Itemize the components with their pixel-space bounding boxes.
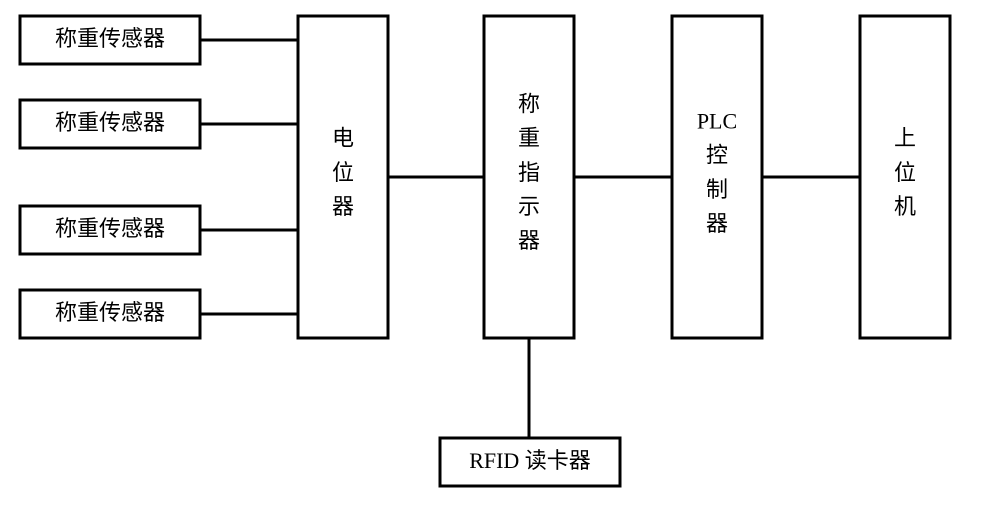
label-host: 上位机 <box>894 126 916 219</box>
label-sensor1: 称重传感器 <box>55 26 165 51</box>
node-sensor2: 称重传感器 <box>20 100 200 148</box>
label-pot: 电位器 <box>332 126 354 219</box>
node-sensor3: 称重传感器 <box>20 206 200 254</box>
label-sensor4: 称重传感器 <box>55 300 165 325</box>
label-rfid: RFID 读卡器 <box>469 448 591 473</box>
label-sensor2: 称重传感器 <box>55 110 165 135</box>
node-host: 上位机 <box>860 16 950 338</box>
label-indic: 称重指示器 <box>518 92 540 253</box>
node-sensor4: 称重传感器 <box>20 290 200 338</box>
node-rfid: RFID 读卡器 <box>440 438 620 486</box>
node-sensor1: 称重传感器 <box>20 16 200 64</box>
node-pot: 电位器 <box>298 16 388 338</box>
node-indic: 称重指示器 <box>484 16 574 338</box>
block-diagram: 称重传感器称重传感器称重传感器称重传感器电位器称重指示器PLC控制器上位机RFI… <box>0 0 1000 511</box>
node-plc: PLC控制器 <box>672 16 762 338</box>
label-sensor3: 称重传感器 <box>55 216 165 241</box>
